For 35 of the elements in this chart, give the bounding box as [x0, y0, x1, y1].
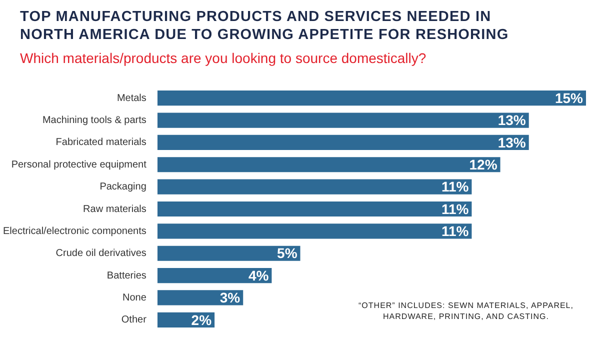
data-label: 13%: [498, 112, 526, 128]
chart-subtitle: Which materials/products are you looking to source domestically?: [20, 50, 426, 66]
data-label: 5%: [277, 245, 298, 262]
bar: [157, 246, 300, 261]
y-tick-label: Batteries: [106, 270, 146, 282]
data-label: 11%: [441, 178, 470, 195]
bar: [157, 157, 500, 172]
y-tick-label: Electrical/electronic components: [2, 226, 146, 237]
y-tick-label: Crude oil derivatives: [56, 248, 146, 260]
data-label: 3%: [220, 290, 241, 306]
y-tick-label: None: [122, 292, 147, 304]
y-tick-label: Other: [121, 314, 148, 326]
data-label: 11%: [441, 223, 470, 240]
y-tick-label: Personal protective equipment: [11, 159, 147, 170]
bar: [157, 134, 529, 150]
y-tick-label: Raw materials: [83, 204, 146, 215]
y-tick-label: Machining tools & parts: [42, 115, 146, 126]
bar: [157, 179, 472, 194]
bar: [157, 90, 586, 106]
data-label: 12%: [469, 156, 498, 172]
chart-title: TOP MANUFACTURING PRODUCTS AND SERVICES NEEDED IN NORTH AMERICA DUE TO GROWING APPETITE FOR RESHORING: [20, 8, 510, 44]
bar: [157, 112, 529, 128]
y-tick-label: Metals: [116, 92, 146, 104]
bar: [157, 268, 272, 284]
y-tick-label: Packaging: [100, 182, 146, 193]
data-label: 2%: [191, 312, 212, 328]
bar: [157, 224, 472, 239]
y-tick-label: Fabricated materials: [56, 137, 146, 148]
data-label: 11%: [441, 200, 470, 217]
annotation: “OTHER” INCLUDES: SEWN MATERIALS, APPAREL, HARDWARE, PRINTING, AND CASTING.: [358, 300, 574, 322]
data-label: 13%: [498, 134, 526, 150]
bar: [157, 201, 472, 217]
data-label: 4%: [248, 267, 270, 284]
data-label: 15%: [554, 90, 584, 106]
bar: [157, 290, 244, 306]
